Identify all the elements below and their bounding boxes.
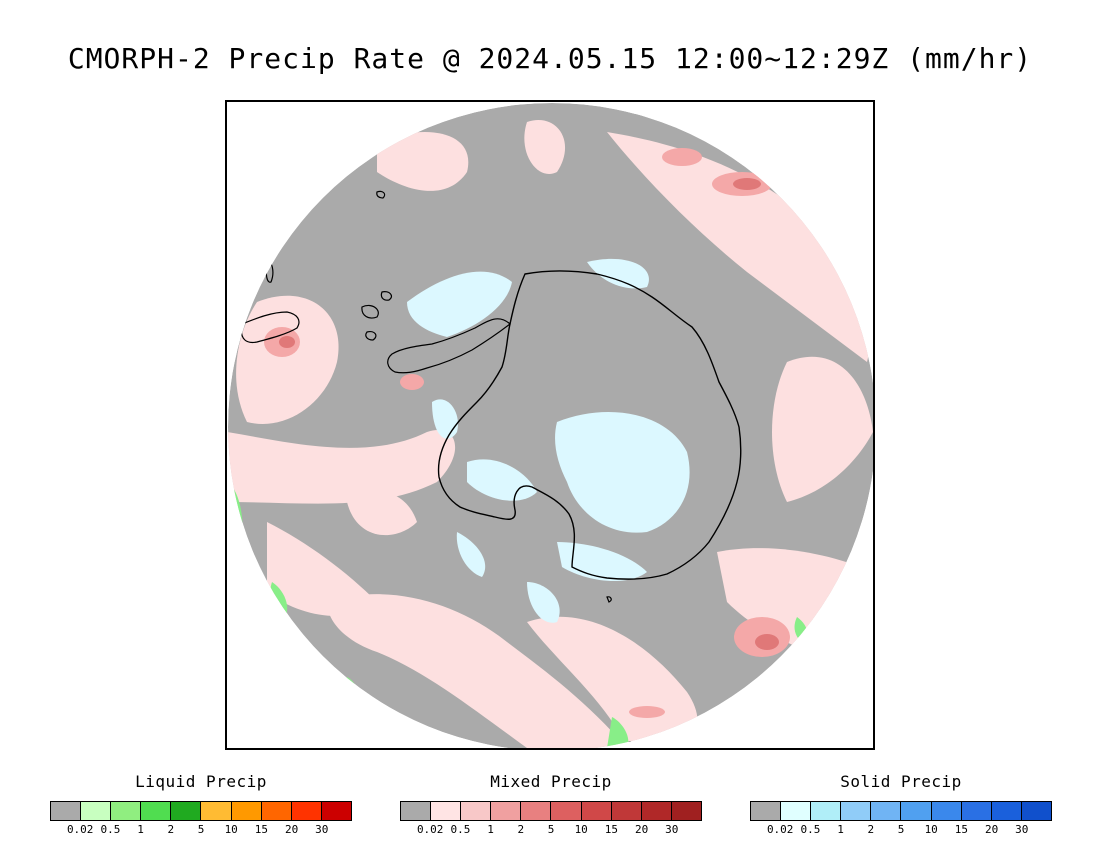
legend-swatch <box>111 802 142 820</box>
map-frame <box>225 100 875 750</box>
legend-title: Mixed Precip <box>490 772 612 791</box>
legend-swatch <box>201 802 232 820</box>
legend-tick-label: 30 <box>665 823 679 836</box>
legend-colorbar <box>750 801 1052 821</box>
polar-precip-map <box>228 103 873 748</box>
mixed-precip-cores <box>264 148 790 718</box>
legend-swatch <box>931 802 962 820</box>
legend-swatch <box>291 802 322 820</box>
legend-swatch <box>871 802 902 820</box>
legend-swatch <box>841 802 872 820</box>
legend-swatch <box>671 802 701 820</box>
legend-swatch <box>51 802 82 820</box>
legend-tick-label: 15 <box>604 823 619 836</box>
mixed-precip-peaks <box>279 178 779 650</box>
legend-tick-label: 10 <box>574 823 588 836</box>
legend-swatch <box>461 802 492 820</box>
legend-swatch <box>141 802 172 820</box>
legend-tick-label: 1 <box>487 823 494 836</box>
legend-swatch <box>781 802 812 820</box>
legend-swatch <box>81 802 112 820</box>
legend-colorbar <box>400 801 702 821</box>
legend-tick-label: 30 <box>1015 823 1029 836</box>
legend-swatch <box>961 802 992 820</box>
legend-swatch <box>641 802 672 820</box>
legend-tick-label: 0.02 <box>416 823 444 836</box>
legend-tick-labels: 0.02 0.5 1 2 5 10 15 20 30 <box>50 823 352 839</box>
legend-swatch <box>231 802 262 820</box>
legend-title: Solid Precip <box>840 772 962 791</box>
legend-swatch <box>171 802 202 820</box>
legend-tick-label: 0.02 <box>766 823 794 836</box>
legend-swatch <box>991 802 1022 820</box>
legend-swatch <box>521 802 552 820</box>
legend-tick-label: 10 <box>224 823 238 836</box>
page-title: CMORPH-2 Precip Rate @ 2024.05.15 12:00~… <box>67 42 1033 75</box>
legend-swatch <box>811 802 842 820</box>
legend-tick-label: 1 <box>837 823 844 836</box>
legend-colorbar <box>50 801 352 821</box>
legend-swatch <box>901 802 932 820</box>
legend-swatch <box>321 802 351 820</box>
legend-solid-precip: Solid Precip 0.02 0.5 1 2 5 10 15 20 30 <box>750 772 1052 839</box>
legend-tick-label: 0.5 <box>450 823 471 836</box>
legend-tick-label: 2 <box>867 823 875 836</box>
legend-swatch <box>751 802 782 820</box>
legend-tick-label: 15 <box>954 823 969 836</box>
legend-swatch <box>551 802 582 820</box>
legend-title: Liquid Precip <box>135 772 267 791</box>
legend-tick-labels: 0.02 0.5 1 2 5 10 15 20 30 <box>750 823 1052 839</box>
legend-tick-label: 2 <box>517 823 525 836</box>
legend-swatch <box>611 802 642 820</box>
legend-swatch <box>491 802 522 820</box>
legend-tick-label: 5 <box>547 823 555 836</box>
legend-swatch <box>401 802 432 820</box>
legend-tick-label: 1 <box>137 823 144 836</box>
legend-tick-label: 30 <box>315 823 329 836</box>
legend-mixed-precip: Mixed Precip 0.02 0.5 1 2 5 10 15 20 30 <box>400 772 702 839</box>
peninsula-islands <box>361 291 393 341</box>
map-disc <box>228 103 873 748</box>
legend-swatch <box>581 802 612 820</box>
legend-tick-label: 15 <box>254 823 269 836</box>
legend-tick-label: 5 <box>197 823 205 836</box>
legend-liquid-precip: Liquid Precip 0.02 0.5 1 2 5 10 15 20 30 <box>50 772 352 839</box>
legend-swatch <box>261 802 292 820</box>
legend-tick-label: 5 <box>897 823 905 836</box>
legend-tick-label: 0.02 <box>66 823 94 836</box>
legend-tick-label: 20 <box>634 823 649 836</box>
antarctica-coastline <box>437 270 742 580</box>
legend-tick-label: 0.5 <box>800 823 821 836</box>
legend-tick-label: 20 <box>984 823 999 836</box>
legend-tick-label: 2 <box>167 823 175 836</box>
legend-swatch <box>431 802 462 820</box>
legend-tick-label: 20 <box>284 823 299 836</box>
legend-tick-label: 0.5 <box>100 823 121 836</box>
solid-precip-areas <box>407 258 690 623</box>
legend-tick-label: 10 <box>924 823 938 836</box>
mixed-precip-areas <box>228 120 873 748</box>
legend-swatch <box>1021 802 1051 820</box>
legend-tick-labels: 0.02 0.5 1 2 5 10 15 20 30 <box>400 823 702 839</box>
antarctic-peninsula <box>387 318 511 374</box>
